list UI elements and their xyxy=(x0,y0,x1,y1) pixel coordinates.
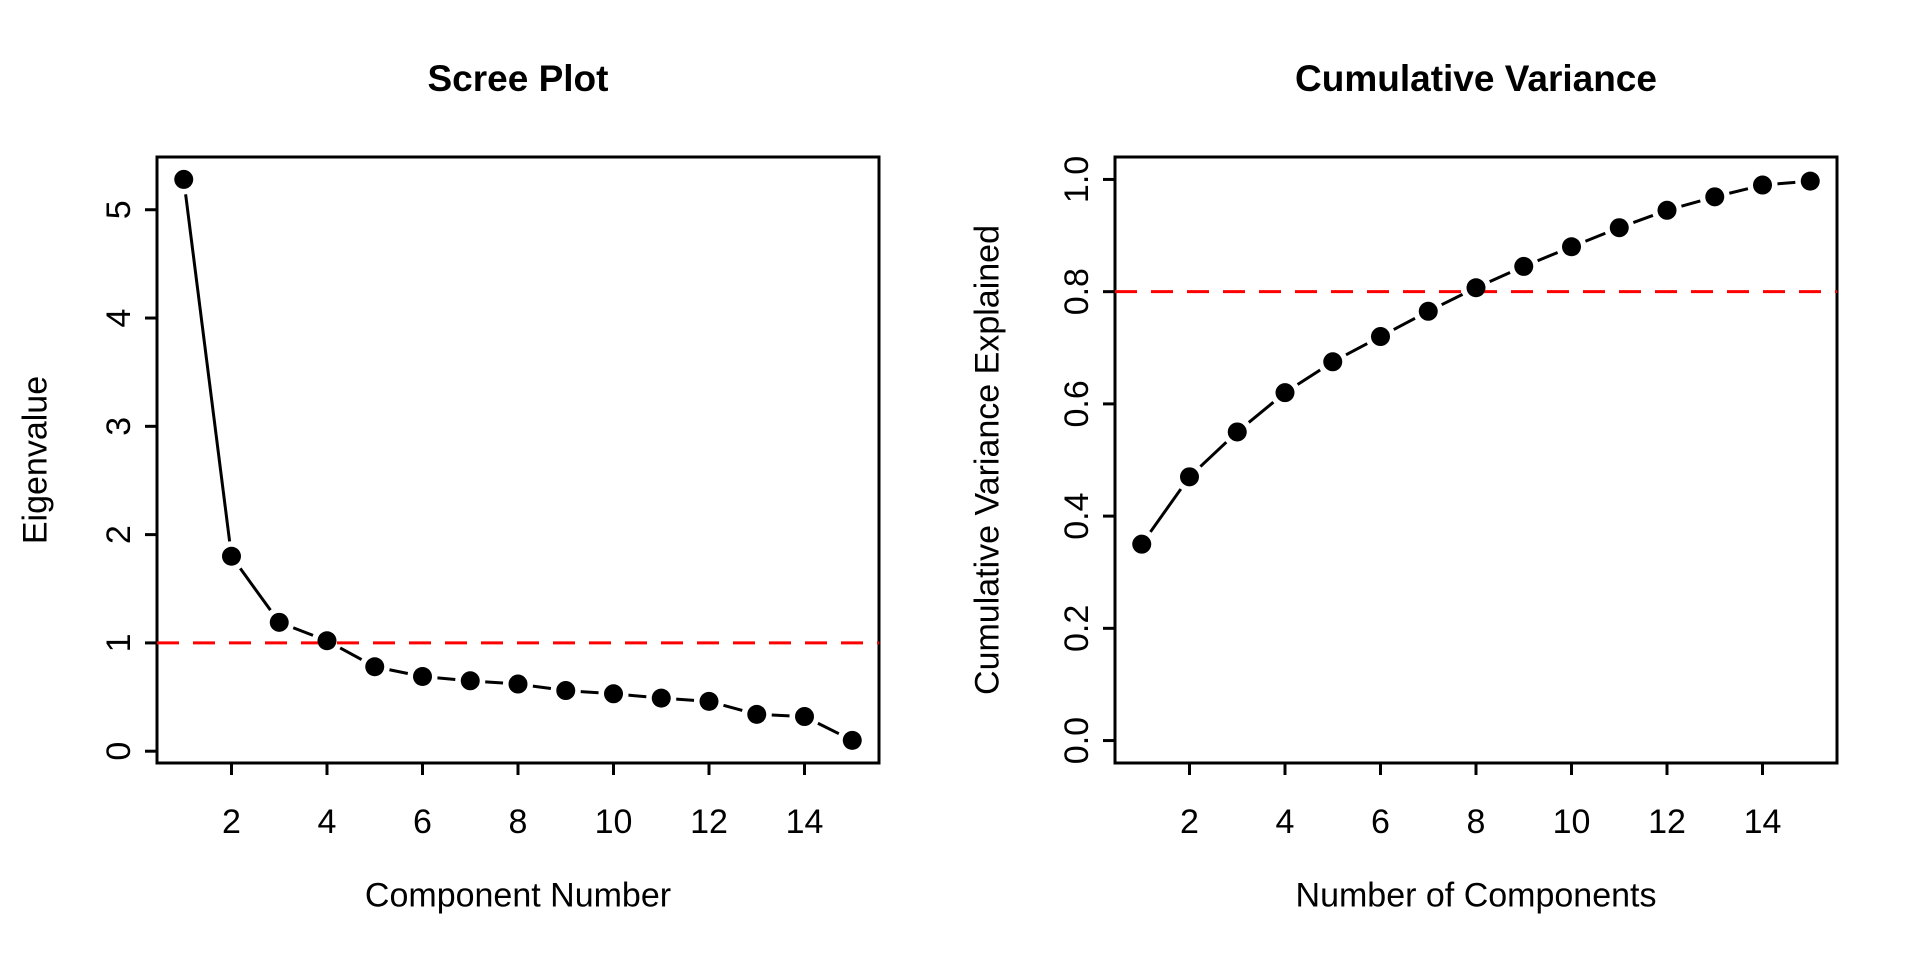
scree-x-tick-label: 10 xyxy=(595,803,633,841)
scree-x-tick-label: 12 xyxy=(690,803,728,841)
cumvar-y-tick-label: 0.0 xyxy=(1058,717,1096,764)
cumvar-data-point xyxy=(1227,422,1247,442)
scree-data-point xyxy=(747,704,767,724)
scree-data-point xyxy=(556,681,576,701)
scree-data-point xyxy=(269,612,289,632)
scree-series-segment xyxy=(184,194,232,542)
cumvar-data-point xyxy=(1466,278,1486,298)
cumvar-x-tick-label: 2 xyxy=(1180,803,1199,841)
scree-y-tick-label: 3 xyxy=(100,417,138,436)
cumvar-plot-box xyxy=(1113,155,1839,765)
cumvar-data-point xyxy=(1753,175,1773,195)
scree-data-point xyxy=(842,730,862,750)
scree-x-tick-label: 2 xyxy=(222,803,241,841)
cumvar-series-segment xyxy=(1537,251,1559,263)
scree-x-tick-label: 4 xyxy=(318,803,337,841)
scree-data-point xyxy=(221,546,241,566)
scree-plot-box xyxy=(155,155,881,765)
cumvar-series-segment xyxy=(1296,368,1321,386)
cumvar-y-tick-label: 0.8 xyxy=(1058,268,1096,315)
cumvar-series-segment xyxy=(1441,293,1464,307)
scree-data-point xyxy=(795,707,815,727)
scree-data-point xyxy=(651,688,671,708)
cumvar-series-segment xyxy=(1149,488,1183,533)
cumvar-series-segment xyxy=(1632,214,1654,224)
cumvar-data-point xyxy=(1609,218,1629,238)
cumvar-data-point xyxy=(1562,237,1582,257)
cumvar-y-tick-label: 0.4 xyxy=(1058,492,1096,539)
cumvar-x-tick-label: 8 xyxy=(1467,803,1486,841)
scree-x-axis-label: Component Number xyxy=(364,876,672,915)
cumvar-series-segment xyxy=(1489,271,1511,283)
cumvar-plot-title: Cumulative Variance xyxy=(1295,58,1657,99)
cumvar-data-point xyxy=(1418,301,1438,321)
scree-data-point xyxy=(412,666,432,686)
scree-series-segment xyxy=(239,567,272,612)
cumvar-series-segment xyxy=(1777,180,1796,186)
cumvar-data-point xyxy=(1705,187,1725,207)
scree-y-tick-label: 1 xyxy=(100,633,138,652)
cumvar-x-tick-label: 4 xyxy=(1276,803,1295,841)
cumvar-y-tick-label: 1.0 xyxy=(1058,156,1096,203)
scree-x-tick-label: 6 xyxy=(413,803,432,841)
scree-series-segment xyxy=(771,713,790,718)
cumvar-data-point xyxy=(1657,200,1677,220)
scree-series-segment xyxy=(580,690,599,695)
cumvar-x-tick-label: 14 xyxy=(1744,803,1782,841)
scree-series-segment xyxy=(389,668,409,675)
cumvar-series-segment xyxy=(1728,187,1749,195)
cumvar-series-segment xyxy=(1345,342,1368,357)
scree-y-tick-label: 2 xyxy=(100,525,138,544)
cumvar-x-tick-label: 10 xyxy=(1553,803,1591,841)
scree-plot-title: Scree Plot xyxy=(427,58,609,99)
cumvar-series-segment xyxy=(1199,441,1228,468)
scree-data-point xyxy=(317,631,337,651)
scree-series-segment xyxy=(437,676,456,681)
cumvar-data-point xyxy=(1275,383,1295,403)
scree-series-segment xyxy=(723,703,743,712)
cumvar-data-point xyxy=(1179,467,1199,487)
scree-series-segment xyxy=(532,684,552,691)
scree-data-point xyxy=(604,684,624,704)
scree-series-segment xyxy=(485,680,504,685)
scree-x-tick-label: 8 xyxy=(509,803,528,841)
scree-data-point xyxy=(365,657,385,677)
scree-data-point xyxy=(460,671,480,691)
cumvar-x-axis-label: Number of Components xyxy=(1295,876,1657,915)
scree-y-tick-label: 5 xyxy=(100,200,138,219)
scree-series-segment xyxy=(339,646,363,661)
scree-series-segment xyxy=(628,693,647,699)
cumvar-series-segment xyxy=(1393,316,1416,331)
scree-x-tick-label: 14 xyxy=(786,803,824,841)
cumvar-data-point xyxy=(1323,352,1343,372)
cumvar-data-point xyxy=(1800,171,1820,191)
scree-series-segment xyxy=(292,626,314,637)
scree-data-point xyxy=(508,674,528,694)
cumvar-series-segment xyxy=(1681,199,1701,208)
cumvar-x-tick-label: 6 xyxy=(1371,803,1390,841)
cumvar-data-point xyxy=(1514,256,1534,276)
scree-series-segment xyxy=(676,697,695,702)
scree-data-point xyxy=(174,169,194,189)
scree-data-point xyxy=(699,691,719,711)
cumvar-data-point xyxy=(1370,327,1390,347)
cumvar-data-point xyxy=(1132,534,1152,554)
cumvar-x-tick-label: 12 xyxy=(1648,803,1686,841)
cumvar-y-tick-label: 0.2 xyxy=(1058,605,1096,652)
scree-y-tick-label: 0 xyxy=(100,742,138,761)
cumvar-series-segment xyxy=(1584,231,1606,243)
scree-series-segment xyxy=(817,721,840,736)
cumvar-series-segment xyxy=(1247,401,1275,424)
cumvar-y-tick-label: 0.6 xyxy=(1058,380,1096,427)
scree-y-tick-label: 4 xyxy=(100,309,138,328)
